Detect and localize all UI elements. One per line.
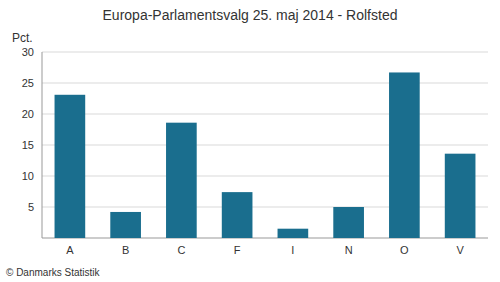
y-tick-label: 20 bbox=[22, 108, 34, 120]
x-tick-label: V bbox=[456, 244, 464, 256]
grid-line bbox=[42, 52, 488, 53]
y-tick-label: 15 bbox=[22, 139, 34, 151]
y-tick-label: 10 bbox=[22, 170, 34, 182]
x-tick-label: B bbox=[122, 244, 129, 256]
y-tick-label: 25 bbox=[22, 77, 34, 89]
x-tick-label: A bbox=[66, 244, 74, 256]
bar bbox=[445, 154, 476, 238]
bar bbox=[389, 72, 420, 238]
grid-line bbox=[42, 176, 488, 177]
x-tick-label: F bbox=[234, 244, 241, 256]
bar bbox=[110, 212, 141, 238]
bar bbox=[333, 207, 364, 238]
annotation: © Danmarks Statistik bbox=[6, 267, 101, 278]
grid bbox=[42, 52, 488, 207]
y-tick-label: 5 bbox=[28, 201, 34, 213]
grid-line bbox=[42, 207, 488, 208]
y-axis-line bbox=[42, 52, 43, 238]
chart: Europa-Parlamentsvalg 25. maj 2014 - Rol… bbox=[0, 0, 500, 282]
bar bbox=[166, 123, 197, 238]
bars bbox=[55, 72, 476, 238]
title: Europa-Parlamentsvalg 25. maj 2014 - Rol… bbox=[103, 7, 398, 23]
grid-line bbox=[42, 114, 488, 115]
y-ticks: 5 10 15 20 25 30 bbox=[22, 46, 34, 213]
grid-line bbox=[42, 83, 488, 84]
x-tick-label: O bbox=[400, 244, 409, 256]
x-tick-label: N bbox=[345, 244, 353, 256]
x-ticks: ABCFINOV bbox=[66, 244, 464, 256]
x-tick-label: I bbox=[291, 244, 294, 256]
bar bbox=[278, 229, 309, 238]
y-tick-label: 30 bbox=[22, 46, 34, 58]
bar bbox=[55, 95, 86, 238]
bar bbox=[222, 192, 253, 238]
y-axis-label: Pct. bbox=[12, 31, 33, 45]
x-tick-label: C bbox=[177, 244, 185, 256]
x-axis-line bbox=[42, 238, 488, 239]
grid-line bbox=[42, 145, 488, 146]
